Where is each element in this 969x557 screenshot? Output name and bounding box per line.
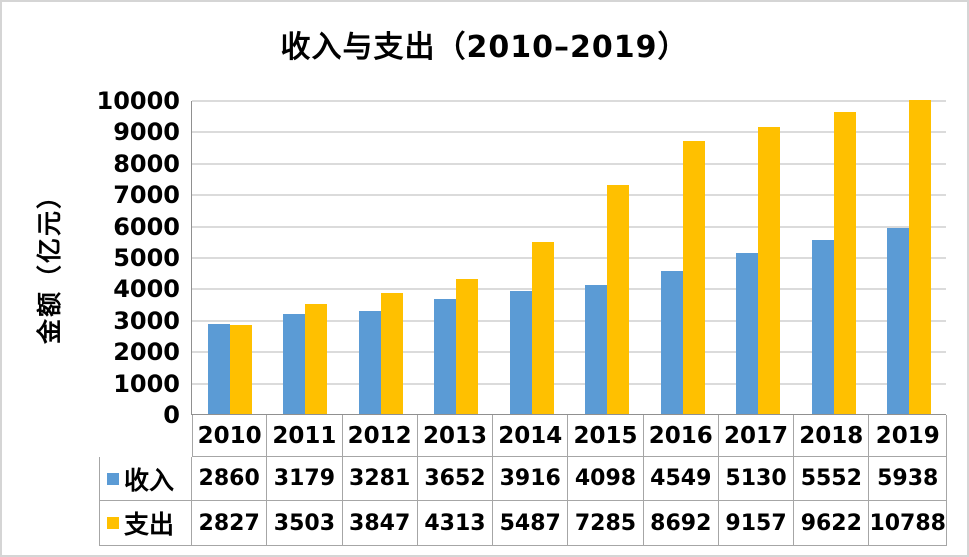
y-axis-tick-2000: 2000 bbox=[113, 338, 180, 367]
legend-key-income-icon bbox=[107, 472, 119, 485]
legend-cell-income: 收入 bbox=[99, 457, 192, 501]
y-axis-tick-5000: 5000 bbox=[113, 244, 180, 272]
bar-income-2013 bbox=[434, 299, 457, 414]
cell-income-2017: 5130 bbox=[718, 457, 795, 501]
bar-income-2017 bbox=[736, 252, 759, 414]
y-axis-tick-8000: 8000 bbox=[113, 149, 180, 178]
cell-income-2010: 2860 bbox=[192, 457, 268, 501]
gridline-1000 bbox=[192, 382, 946, 385]
year-header-2019: 2019 bbox=[869, 415, 947, 457]
bar-group-2014 bbox=[494, 101, 570, 414]
cell-income-2011: 3179 bbox=[267, 457, 343, 501]
chart-title: 收入与支出（2010–2019） bbox=[280, 30, 689, 65]
y-axis-tick-10000: 10000 bbox=[96, 87, 181, 115]
gridline-10000 bbox=[192, 100, 946, 102]
data-table: 2010 2011 2012 2013 2014 2015 2016 2017 2018 2019… bbox=[99, 415, 947, 546]
bar-group-2018 bbox=[796, 101, 872, 414]
y-axis-tick-1000: 1000 bbox=[113, 369, 180, 398]
bar-income-2014 bbox=[509, 291, 532, 414]
bar-expense-2018 bbox=[833, 111, 856, 414]
table-corner-cell bbox=[99, 415, 192, 457]
bar-group-2010 bbox=[192, 101, 268, 414]
y-axis-tick-6000: 6000 bbox=[113, 212, 180, 241]
year-header-2016: 2016 bbox=[643, 415, 719, 457]
legend-key-expense-icon bbox=[107, 517, 119, 529]
cell-expense-2012: 3847 bbox=[342, 501, 418, 546]
bar-expense-2017 bbox=[758, 126, 781, 414]
bar-group-2019 bbox=[872, 100, 948, 414]
bar-group-2013 bbox=[419, 101, 495, 414]
cell-income-2013: 3652 bbox=[417, 457, 494, 501]
y-axis-tick-3000: 3000 bbox=[113, 306, 180, 335]
gridline-5000 bbox=[192, 257, 946, 259]
bar-income-2012 bbox=[358, 311, 381, 414]
plot-area bbox=[191, 100, 948, 415]
bar-group-2011 bbox=[268, 101, 344, 414]
year-header-2010: 2010 bbox=[192, 415, 268, 457]
legend-label-expense: 支出 bbox=[124, 510, 175, 539]
bar-expense-2019 bbox=[909, 100, 932, 414]
cell-income-2012: 3281 bbox=[342, 457, 418, 501]
bar-income-2010 bbox=[207, 324, 230, 414]
year-header-2011: 2011 bbox=[267, 415, 343, 457]
bar-group-2012 bbox=[343, 101, 419, 414]
legend-cell-expense: 支出 bbox=[99, 501, 192, 546]
legend-label-income: 收入 bbox=[124, 465, 175, 495]
cell-expense-2019: 10788 bbox=[869, 501, 947, 546]
bar-expense-2014 bbox=[531, 241, 554, 414]
cell-expense-2013: 4313 bbox=[417, 501, 494, 546]
gridline-3000 bbox=[192, 319, 946, 322]
y-axis-tick-4000: 4000 bbox=[113, 275, 180, 304]
bar-income-2011 bbox=[283, 314, 306, 414]
cell-expense-2011: 3503 bbox=[267, 501, 343, 546]
year-header-2015: 2015 bbox=[568, 415, 644, 457]
gridline-7000 bbox=[192, 194, 946, 197]
bar-income-2015 bbox=[585, 285, 608, 414]
bar-income-2018 bbox=[811, 239, 834, 414]
cell-expense-2010: 2827 bbox=[192, 501, 268, 546]
bar-expense-2010 bbox=[229, 325, 252, 414]
y-axis-tick-0: 0 bbox=[163, 401, 180, 429]
bar-group-2017 bbox=[721, 101, 797, 414]
bar-group-2016 bbox=[645, 101, 721, 414]
cell-expense-2015: 7285 bbox=[568, 501, 644, 546]
year-header-2012: 2012 bbox=[342, 415, 418, 457]
cell-expense-2014: 5487 bbox=[493, 501, 569, 546]
year-header-2013: 2013 bbox=[417, 415, 494, 457]
bar-expense-2015 bbox=[607, 185, 630, 414]
cell-income-2015: 4098 bbox=[568, 457, 644, 501]
gridline-9000 bbox=[192, 131, 946, 134]
cell-income-2018: 5552 bbox=[794, 457, 870, 501]
year-header-2018: 2018 bbox=[794, 415, 870, 457]
gridline-8000 bbox=[192, 162, 946, 165]
cell-expense-2018: 9622 bbox=[794, 501, 870, 546]
bar-group-2015 bbox=[570, 101, 646, 414]
cell-income-2019: 5938 bbox=[869, 457, 947, 501]
gridline-4000 bbox=[192, 288, 946, 291]
bar-income-2016 bbox=[660, 271, 683, 414]
bar-expense-2013 bbox=[456, 278, 479, 414]
y-axis-tick-7000: 7000 bbox=[113, 181, 180, 210]
gridline-2000 bbox=[192, 351, 946, 354]
cell-income-2014: 3916 bbox=[493, 457, 569, 501]
y-axis-ticks: 10000 9000 8000 7000 6000 5000 4000 3000 2000 100… bbox=[2, 2, 181, 555]
y-axis-tick-9000: 9000 bbox=[113, 118, 180, 147]
bar-income-2019 bbox=[887, 227, 910, 414]
cell-income-2016: 4549 bbox=[643, 457, 719, 501]
year-header-2017: 2017 bbox=[718, 415, 795, 457]
bar-expense-2012 bbox=[380, 293, 403, 414]
bar-expense-2011 bbox=[305, 304, 328, 414]
gridline-6000 bbox=[192, 225, 946, 228]
bar-expense-2016 bbox=[682, 141, 705, 414]
cell-expense-2016: 8692 bbox=[643, 501, 719, 546]
cell-expense-2017: 9157 bbox=[718, 501, 795, 546]
year-header-2014: 2014 bbox=[493, 415, 569, 457]
